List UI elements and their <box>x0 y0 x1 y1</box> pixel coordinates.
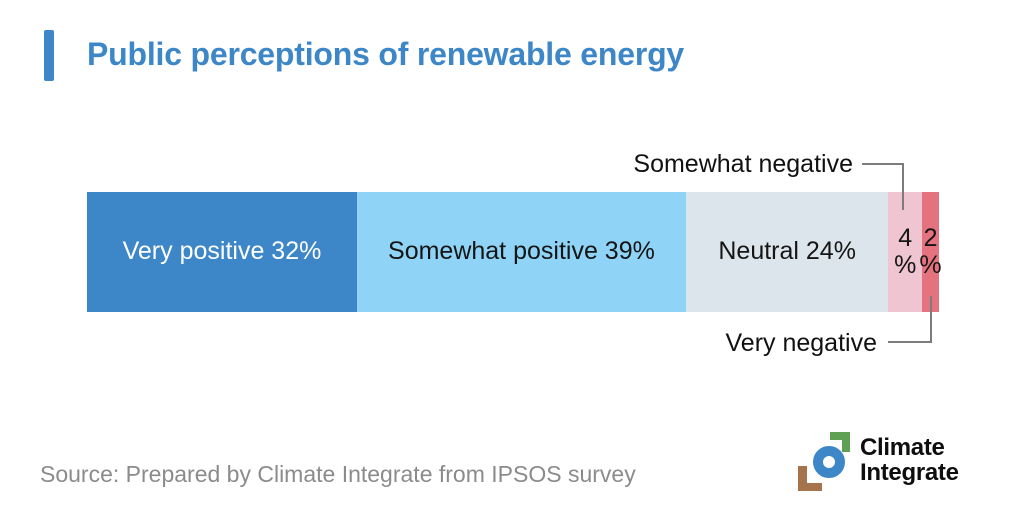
logo-text-line1: Climate <box>860 434 945 461</box>
segment-very-positive: Very positive 32% <box>87 192 357 312</box>
title-accent-bar <box>44 30 54 81</box>
source-note: Source: Prepared by Climate Integrate fr… <box>40 461 636 487</box>
logo-ring <box>813 446 845 478</box>
climate-integrate-logo: Climate Integrate <box>798 432 959 492</box>
logo-corner-green <box>830 432 850 452</box>
callout-connector-very-negative <box>888 296 932 343</box>
segment-very-positive-label: Very positive 32% <box>122 237 322 266</box>
segment-somewhat-positive: Somewhat positive 39% <box>356 192 686 312</box>
segment-very-negative-label: 2 % <box>919 223 942 279</box>
logo-corner-brown <box>798 466 822 491</box>
callout-very-negative: Very negative <box>725 329 878 357</box>
climate-integrate-logo-mark <box>798 432 850 491</box>
climate-integrate-logo-text: Climate Integrate <box>860 435 959 485</box>
callout-connector-somewhat-negative <box>862 163 904 210</box>
segment-very-negative: 2 % <box>919 192 942 312</box>
segment-somewhat-positive-label: Somewhat positive 39% <box>388 237 655 266</box>
segment-somewhat-negative: 4 % <box>888 192 923 312</box>
page-title: Public perceptions of renewable energy <box>87 36 685 72</box>
segment-neutral-label: Neutral 24% <box>718 237 856 266</box>
segment-somewhat-negative-label: 4 % <box>894 223 917 279</box>
callout-somewhat-negative: Somewhat negative <box>633 150 853 178</box>
stacked-bar: Very positive 32% Somewhat positive 39% … <box>87 192 942 312</box>
logo-text-line2: Integrate <box>860 459 959 486</box>
segment-neutral: Neutral 24% <box>685 192 889 312</box>
